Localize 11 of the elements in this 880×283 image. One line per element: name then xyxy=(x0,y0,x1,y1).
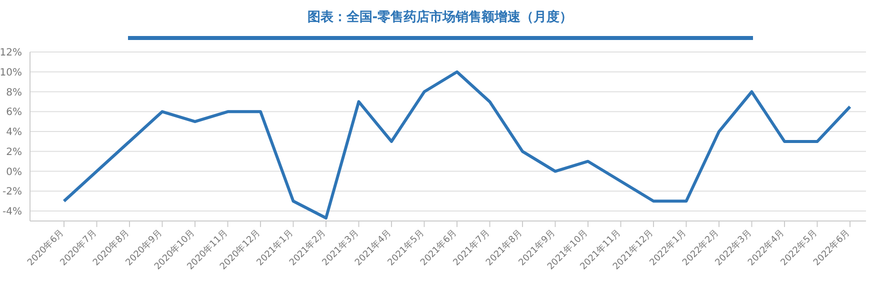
y-tick-label: 6% xyxy=(6,107,22,118)
y-tick-label: -4% xyxy=(2,206,22,218)
y-tick-label: 2% xyxy=(6,146,22,158)
chart-title: 图表：全国-零售药店市场销售额增速（月度） xyxy=(306,8,574,26)
y-tick-label: 0% xyxy=(6,166,22,178)
y-tick-label: 12% xyxy=(0,48,22,59)
y-tick-label: 10% xyxy=(0,67,22,78)
line-series xyxy=(62,70,852,220)
y-tick-label: 4% xyxy=(6,127,22,138)
y-tick-label: -2% xyxy=(2,186,22,198)
y-tick-label: 8% xyxy=(6,87,22,98)
